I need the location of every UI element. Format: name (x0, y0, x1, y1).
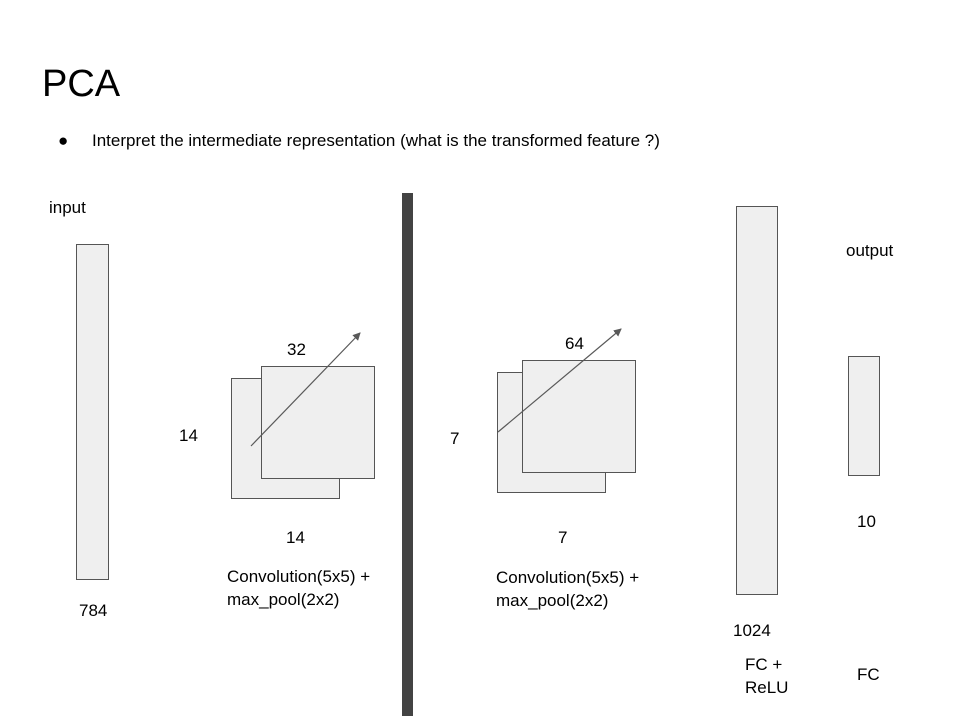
section-divider (402, 193, 413, 716)
output-size-label: 10 (857, 512, 876, 531)
bullet-icon: ● (58, 131, 69, 150)
fc1-size-label: 1024 (733, 621, 771, 640)
fc1-label-line2: ReLU (745, 678, 789, 697)
conv2-front-feature-map (522, 360, 636, 473)
slide-title: PCA (42, 63, 121, 105)
conv1-front-feature-map (261, 366, 375, 479)
output-fc-label: FC (857, 665, 880, 684)
input-label: input (49, 198, 86, 217)
output-vector-box (848, 356, 880, 476)
fc1-vector-box (736, 206, 778, 595)
input-size-label: 784 (79, 601, 108, 620)
conv2-width-label: 7 (558, 528, 568, 547)
conv1-width-label: 14 (286, 528, 305, 547)
conv1-label-line1: Convolution(5x5) + (227, 567, 371, 586)
conv2-label-line2: max_pool(2x2) (496, 591, 609, 610)
conv2-depth-arrow (497, 328, 622, 433)
conv2-label-line1: Convolution(5x5) + (496, 568, 640, 587)
conv1-depth-arrow (250, 332, 361, 447)
conv1-height-label: 14 (179, 426, 198, 445)
conv2-depth-label: 64 (565, 334, 584, 353)
fc1-label-line1: FC + (745, 655, 783, 674)
input-vector-box (76, 244, 109, 580)
bullet-text: Interpret the intermediate representatio… (92, 131, 660, 150)
conv1-label-line2: max_pool(2x2) (227, 590, 340, 609)
conv2-height-label: 7 (450, 429, 460, 448)
output-label: output (846, 241, 894, 260)
conv1-depth-label: 32 (287, 340, 306, 359)
